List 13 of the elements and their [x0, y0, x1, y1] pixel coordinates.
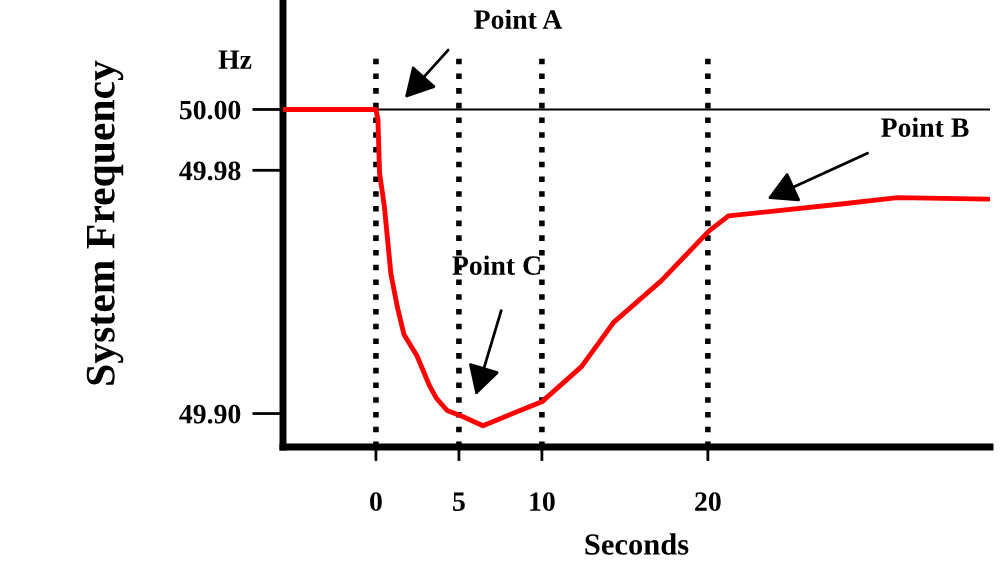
- x-tick-label: 5: [453, 492, 465, 511]
- x-axis-title: Seconds: [585, 533, 689, 555]
- x-tick-label: 20: [695, 492, 721, 511]
- annotation: Point C: [452, 255, 541, 275]
- annotation: Point A: [474, 9, 563, 29]
- x-tick-label: 0: [370, 492, 382, 511]
- y-tick-label: 49.90: [179, 404, 241, 424]
- y-tick-label: 49.98: [179, 161, 241, 181]
- x-tick-label: 10: [530, 492, 555, 511]
- y-tick-label: 50.00: [179, 100, 241, 120]
- annotation: Point B: [881, 117, 969, 137]
- y-axis-title: System Frequency: [86, 60, 124, 385]
- text: Hz: [218, 50, 252, 69]
